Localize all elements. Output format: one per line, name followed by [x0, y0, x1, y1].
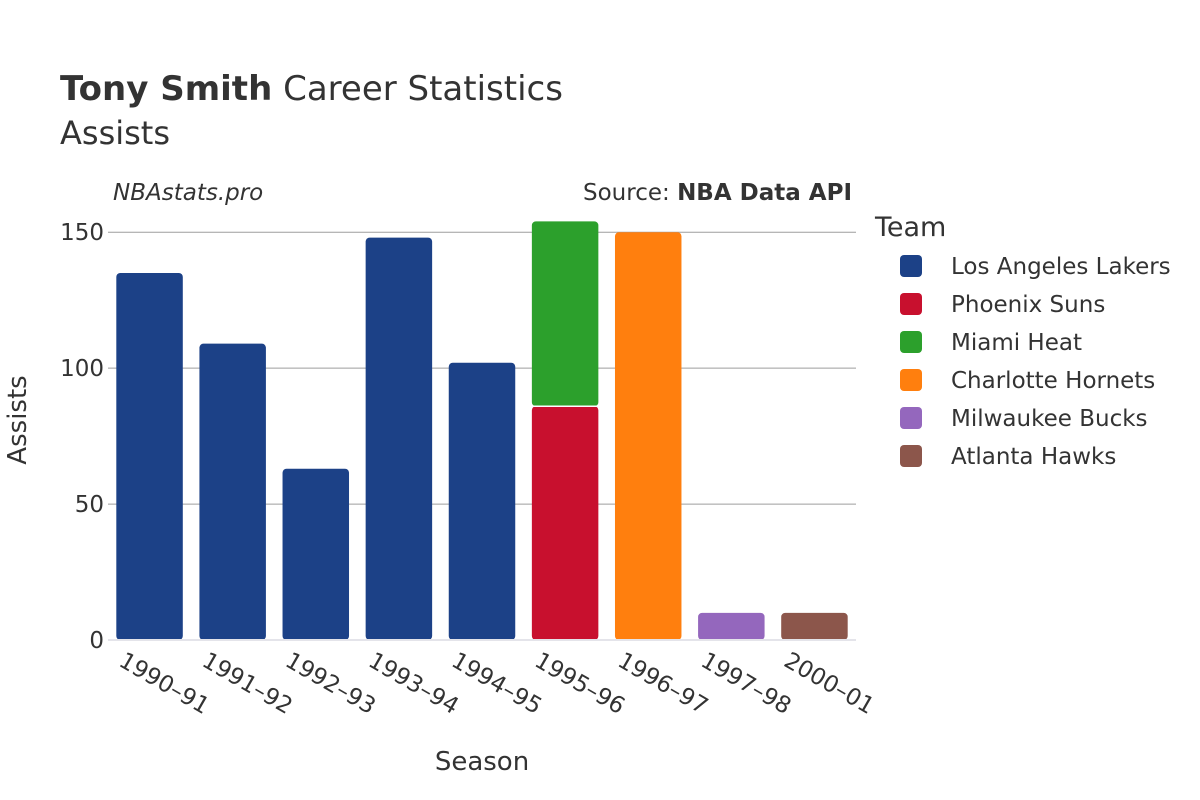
x-tick-label: 1994–95: [447, 648, 546, 720]
x-tick-label: 1991–92: [198, 648, 297, 720]
x-tick-label: 1996–97: [613, 648, 712, 720]
legend-label: Phoenix Suns: [951, 292, 1105, 318]
bar: [531, 221, 599, 407]
source-name: NBA Data API: [677, 180, 852, 206]
source-label: Source: NBA Data API: [583, 180, 852, 206]
bar: [282, 468, 350, 640]
legend-item[interactable]: Charlotte Hornets: [900, 368, 1155, 394]
y-tick-labels: 0 50 100 150: [60, 220, 104, 654]
chart-title-rest: Career Statistics: [272, 69, 563, 109]
legend-label: Miami Heat: [951, 330, 1082, 356]
chart-title-bold: Tony Smith: [60, 69, 272, 109]
legend-label: Atlanta Hawks: [951, 444, 1116, 470]
y-tick-label: 50: [75, 492, 104, 518]
bars: [116, 221, 848, 640]
bar: [781, 612, 848, 640]
bar: [365, 237, 433, 640]
x-tick-label: 1995–96: [530, 648, 629, 720]
legend-item[interactable]: Atlanta Hawks: [900, 444, 1116, 470]
legend-swatch: [900, 255, 922, 277]
bar: [531, 406, 599, 640]
legend-swatch: [900, 293, 922, 315]
legend-swatch: [900, 407, 922, 429]
x-tick-label: 2000–01: [779, 648, 878, 720]
legend-label: Milwaukee Bucks: [951, 406, 1148, 432]
y-tick-label: 100: [60, 356, 104, 382]
legend-title: Team: [874, 212, 946, 243]
chart-subtitle: Assists: [60, 114, 170, 152]
legend-item[interactable]: Los Angeles Lakers: [900, 254, 1171, 280]
bar: [116, 272, 183, 640]
bar: [448, 362, 516, 640]
x-tick-labels: 1990–911991–921992–931993–941994–951995–…: [115, 648, 879, 720]
legend-label: Charlotte Hornets: [951, 368, 1155, 394]
legend-label: Los Angeles Lakers: [951, 254, 1171, 280]
x-axis-label: Season: [435, 747, 529, 777]
watermark: NBAstats.pro: [113, 180, 263, 206]
bar: [698, 612, 765, 640]
y-tick-label: 0: [89, 628, 104, 654]
x-tick-label: 1993–94: [364, 648, 463, 720]
bar: [199, 343, 266, 640]
x-tick-label: 1992–93: [281, 648, 380, 720]
chart-title: Tony Smith Career Statistics: [60, 69, 563, 109]
x-tick-label: 1990–91: [115, 648, 214, 720]
legend: Los Angeles Lakers Phoenix Suns Miami Heat…: [900, 254, 1171, 470]
y-tick-label: 150: [60, 220, 104, 246]
x-tick-label: 1997–98: [696, 648, 795, 720]
legend-swatch: [900, 331, 922, 353]
legend-item[interactable]: Milwaukee Bucks: [900, 406, 1148, 432]
bar: [614, 232, 682, 640]
legend-item[interactable]: Miami Heat: [900, 330, 1082, 356]
legend-item[interactable]: Phoenix Suns: [900, 292, 1105, 318]
y-axis-label: Assists: [3, 375, 33, 464]
legend-swatch: [900, 445, 922, 467]
legend-swatch: [900, 369, 922, 391]
source-prefix: Source:: [583, 180, 677, 206]
